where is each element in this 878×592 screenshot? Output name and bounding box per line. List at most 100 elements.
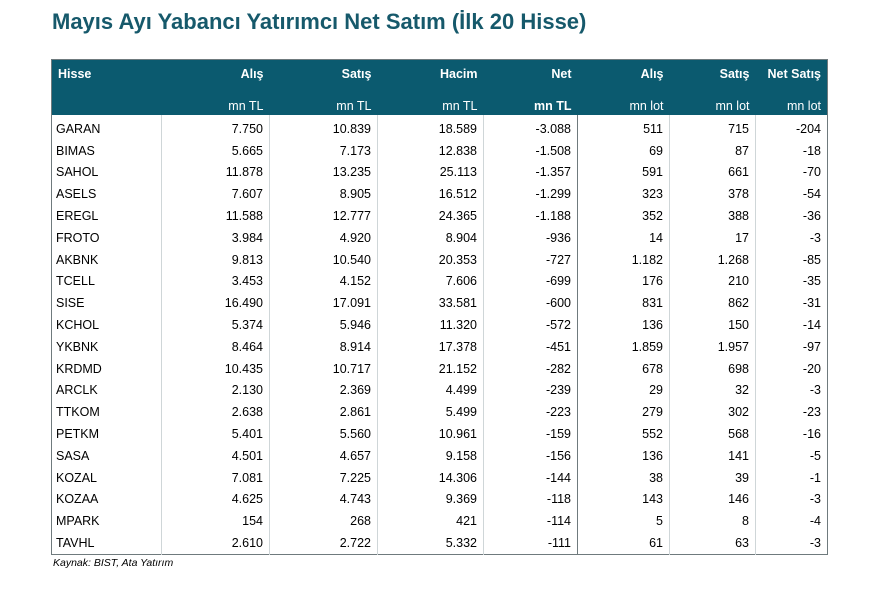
value-cell: 10.961 bbox=[377, 423, 484, 445]
unit-header: mn lot bbox=[755, 87, 828, 115]
stock-code-cell: KRDMD bbox=[51, 357, 162, 380]
table-row: YKBNK 8.464 8.914 17.378 -451 1.859 1.957 -97 bbox=[51, 335, 828, 358]
value-cell: -20 bbox=[802, 361, 821, 376]
value-cell: 661 bbox=[669, 161, 756, 184]
value-cell: 143 bbox=[577, 488, 670, 511]
table-row: FROTO 3.984 4.920 8.904 -936 14 17 -3 bbox=[51, 226, 828, 249]
value-cell: -223 bbox=[483, 401, 578, 424]
value-cell: 7.225 bbox=[269, 466, 378, 489]
value-cell: -239 bbox=[483, 379, 578, 402]
value-cell: -118 bbox=[483, 488, 578, 511]
value-cell: -36 bbox=[802, 209, 821, 224]
value-cell: -451 bbox=[483, 335, 578, 358]
column-header: Alış bbox=[577, 59, 670, 87]
value-cell: 13.235 bbox=[269, 161, 378, 184]
value-cell: 568 bbox=[669, 423, 756, 445]
value-cell: 7.750 bbox=[161, 115, 270, 140]
value-cell: 3.453 bbox=[161, 270, 270, 293]
value-cell: -1 bbox=[809, 470, 821, 485]
value-cell: 9.158 bbox=[377, 444, 484, 467]
stock-code-cell: SASA bbox=[51, 444, 162, 467]
table-row: ARCLK 2.130 2.369 4.499 -239 29 32 -3 bbox=[51, 379, 828, 402]
value-cell: 38 bbox=[577, 466, 670, 489]
value-cell: 268 bbox=[269, 510, 378, 533]
value-cell: -936 bbox=[483, 226, 578, 249]
stock-code-cell: GARAN bbox=[51, 115, 162, 140]
table-row: SASA 4.501 4.657 9.158 -156 136 141 -5 bbox=[51, 444, 828, 467]
table-row: TCELL 3.453 4.152 7.606 -699 176 210 -35 bbox=[51, 270, 828, 293]
value-cell: -54 bbox=[802, 187, 821, 202]
value-cell: 552 bbox=[577, 423, 670, 445]
stock-code-cell: AKBNK bbox=[51, 248, 162, 271]
value-cell: 7.607 bbox=[161, 183, 270, 206]
value-cell: 831 bbox=[577, 292, 670, 315]
value-cell: -111 bbox=[483, 532, 578, 555]
value-cell: 17.378 bbox=[377, 335, 484, 358]
value-cell: 16.490 bbox=[161, 292, 270, 315]
value-cell: 5 bbox=[577, 510, 670, 533]
unit-header bbox=[51, 87, 162, 115]
stock-code-cell: YKBNK bbox=[51, 335, 162, 358]
value-cell: 1.957 bbox=[669, 335, 756, 358]
value-cell: 5.332 bbox=[377, 532, 484, 555]
units-row: mn TL mn TL mn TL mn TL mn lot mn lot mn… bbox=[51, 87, 828, 115]
value-cell: -699 bbox=[483, 270, 578, 293]
value-cell: 8.905 bbox=[269, 183, 378, 206]
value-cell: 279 bbox=[577, 401, 670, 424]
value-cell: 1.859 bbox=[577, 335, 670, 358]
value-cell: 33.581 bbox=[377, 292, 484, 315]
value-cell: 141 bbox=[669, 444, 756, 467]
value-cell: 352 bbox=[577, 205, 670, 227]
net-sales-table: Hisse Alış Satış Hacim Net Alış Satış Ne… bbox=[51, 59, 828, 555]
value-cell: 4.657 bbox=[269, 444, 378, 467]
value-cell: -1.188 bbox=[483, 205, 578, 227]
stock-code-cell: PETKM bbox=[51, 423, 162, 445]
value-cell: 5.946 bbox=[269, 314, 378, 336]
stock-code-cell: KOZAL bbox=[51, 466, 162, 489]
net-sales-table-wrapper: Hisse Alış Satış Hacim Net Alış Satış Ne… bbox=[51, 59, 828, 555]
value-cell: 17.091 bbox=[269, 292, 378, 315]
column-header: Alış bbox=[161, 59, 270, 87]
stock-code-cell: SAHOL bbox=[51, 161, 162, 184]
stock-code-cell: EREGL bbox=[51, 205, 162, 227]
table-row: BIMAS 5.665 7.173 12.838 -1.508 69 87 -18 bbox=[51, 139, 828, 162]
value-cell: -97 bbox=[802, 339, 821, 354]
stock-code-cell: TTKOM bbox=[51, 401, 162, 424]
value-cell: -572 bbox=[483, 314, 578, 336]
value-cell: 9.813 bbox=[161, 248, 270, 271]
value-cell: 5.374 bbox=[161, 314, 270, 336]
value-cell: 5.665 bbox=[161, 139, 270, 162]
value-cell: 18.589 bbox=[377, 115, 484, 140]
stock-code-cell: MPARK bbox=[51, 510, 162, 533]
value-cell: 3.984 bbox=[161, 226, 270, 249]
value-cell: 16.512 bbox=[377, 183, 484, 206]
value-cell: -3.088 bbox=[483, 115, 578, 140]
value-cell: 17 bbox=[669, 226, 756, 249]
value-cell: -159 bbox=[483, 423, 578, 445]
value-cell: 388 bbox=[669, 205, 756, 227]
value-cell: 69 bbox=[577, 139, 670, 162]
stock-code-cell: SISE bbox=[51, 292, 162, 315]
value-cell: 862 bbox=[669, 292, 756, 315]
value-cell: 4.743 bbox=[269, 488, 378, 511]
value-cell: -85 bbox=[802, 252, 821, 267]
value-cell: 2.722 bbox=[269, 532, 378, 555]
value-cell: -5 bbox=[809, 448, 821, 463]
stock-code-cell: ARCLK bbox=[51, 379, 162, 402]
value-cell: 39 bbox=[669, 466, 756, 489]
value-cell: 11.320 bbox=[377, 314, 484, 336]
table-row: EREGL 11.588 12.777 24.365 -1.188 352 388 -36 bbox=[51, 205, 828, 227]
page-title: Mayıs Ayı Yabancı Yatırımcı Net Satım (İ… bbox=[52, 9, 587, 34]
table-row: MPARK 154 268 421 -114 5 8 -4 bbox=[51, 510, 828, 533]
value-cell: 323 bbox=[577, 183, 670, 206]
value-cell: 146 bbox=[669, 488, 756, 511]
value-cell: 4.499 bbox=[377, 379, 484, 402]
value-cell: 715 bbox=[669, 115, 756, 140]
value-cell: 12.838 bbox=[377, 139, 484, 162]
value-cell: 8 bbox=[669, 510, 756, 533]
header-row: Hisse Alış Satış Hacim Net Alış Satış Ne… bbox=[51, 59, 828, 87]
value-cell: -3 bbox=[809, 383, 821, 398]
unit-header: mn TL bbox=[269, 87, 378, 115]
value-cell: 678 bbox=[577, 357, 670, 380]
table-row: GARAN 7.750 10.839 18.589 -3.088 511 715 -204 bbox=[51, 115, 828, 140]
